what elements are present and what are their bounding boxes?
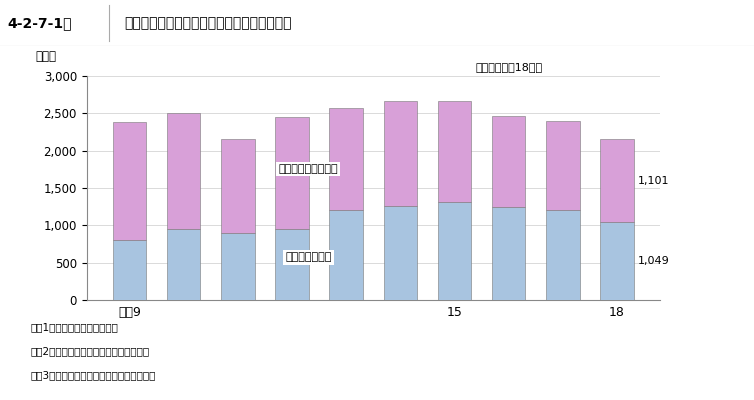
Bar	[437, 101, 471, 202]
Text: （平成９年～18年）: （平成９年～18年）	[475, 62, 542, 72]
Text: 1,101: 1,101	[638, 176, 670, 186]
Text: 4-2-7-1図: 4-2-7-1図	[8, 16, 72, 30]
Bar	[275, 117, 309, 229]
Bar	[167, 112, 201, 229]
Text: 1,049: 1,049	[638, 256, 670, 266]
Bar	[492, 116, 526, 207]
Bar	[275, 229, 309, 300]
Text: 外国人犯罪少年の家庭裁判所送致人員の推移: 外国人犯罪少年の家庭裁判所送致人員の推移	[124, 16, 292, 30]
Bar	[221, 233, 255, 300]
Bar	[113, 240, 146, 300]
Bar	[600, 140, 633, 222]
Bar	[600, 222, 633, 300]
Text: その他の外国人少年: その他の外国人少年	[278, 164, 338, 174]
Bar	[546, 121, 580, 210]
Text: （人）: （人）	[35, 50, 56, 62]
Text: 2　検察官の送致に係るものに限る。: 2 検察官の送致に係るものに限る。	[30, 346, 149, 356]
Text: 3　交通関係業過及び道交違反を除く。: 3 交通関係業過及び道交違反を除く。	[30, 370, 155, 380]
Text: 来日外国人少年: 来日外国人少年	[285, 252, 332, 262]
Bar	[492, 207, 526, 300]
Bar	[437, 202, 471, 300]
Bar	[384, 206, 417, 300]
Bar	[546, 210, 580, 300]
Bar	[167, 229, 201, 300]
Bar	[384, 101, 417, 206]
Text: 注　1　検察統計年報による。: 注 1 検察統計年報による。	[30, 322, 118, 332]
Bar	[221, 140, 255, 233]
Bar	[113, 122, 146, 240]
Bar	[329, 108, 363, 210]
Bar	[329, 210, 363, 300]
